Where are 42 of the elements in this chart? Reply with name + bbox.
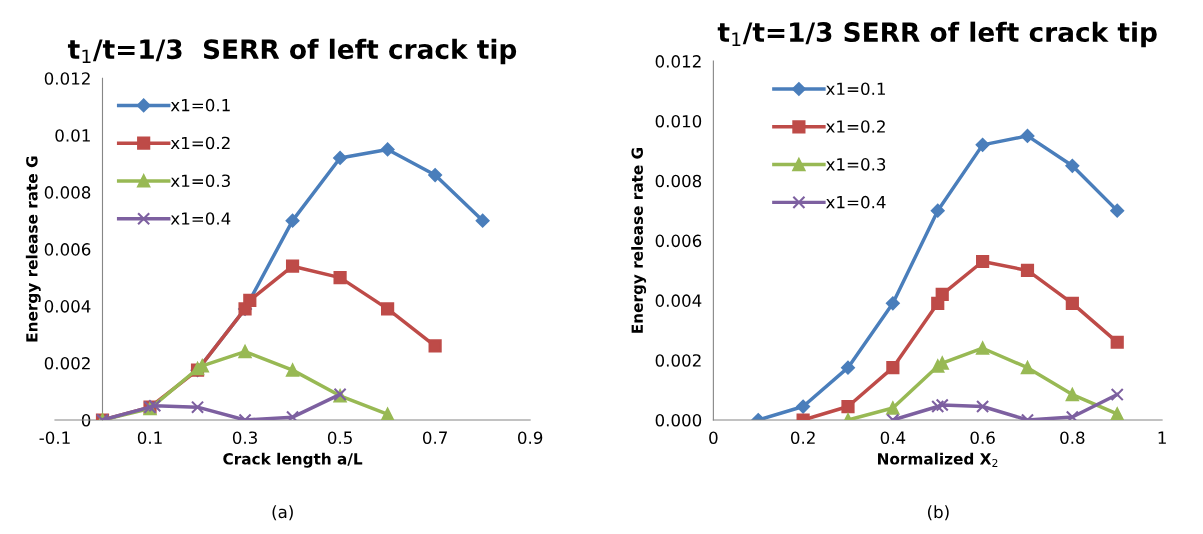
legend-label: x1=0.4 [170, 212, 231, 225]
y-tick-label: 0.006 [655, 234, 702, 248]
x-tick-label: 0.2 [790, 431, 815, 444]
legend-label: x1=0.2 [826, 120, 885, 133]
x-tick-label: 0.1 [137, 431, 162, 444]
y-tick-label: 0.012 [44, 72, 90, 85]
chart-title: t$_{1}$/t=1/3 SERR of left crack tip [717, 21, 1157, 48]
x-axis-title: Normalized X$_{2}$ [878, 452, 998, 467]
x-tick-label: 0.9 [518, 431, 543, 444]
x-tick-label: 0.7 [422, 431, 447, 444]
x-tick-label: 0.4 [880, 431, 906, 444]
y-tick-label: 0.004 [44, 300, 91, 313]
y-tick-label: 0.006 [44, 243, 91, 256]
x-axis-title: Crack length a/L [223, 452, 363, 468]
y-tick-label: 0.002 [44, 356, 90, 370]
y-tick-label: 0.004 [655, 294, 702, 307]
y-tick-label: 0.008 [655, 174, 702, 188]
legend-label: x1=0.3 [170, 174, 230, 188]
x-tick-label: 0.3 [232, 431, 257, 444]
legend-label: x1=0.2 [170, 136, 230, 150]
legend-label: x1=0.3 [826, 158, 886, 171]
x-tick-label: 0.6 [970, 431, 995, 444]
y-axis-title: Energy release rate G [631, 148, 647, 333]
y-tick-label: 0.008 [44, 186, 91, 199]
y-tick-label: 0.012 [655, 55, 701, 68]
y-tick-label: 0.000 [655, 413, 702, 427]
y-tick-label: 0.01 [55, 129, 90, 142]
chart-title: t$_{1}$/t=1/3 SERR of left crack tip [67, 38, 517, 65]
y-tick-label: 0.010 [655, 114, 702, 128]
legend-label: x1=0.1 [170, 98, 230, 112]
text: (a) [272, 505, 293, 521]
legend-label: x1=0.1 [826, 82, 885, 96]
x-tick-label: 1 [1158, 431, 1166, 444]
x-tick-label: 0.5 [327, 431, 352, 444]
y-axis-title: Energy release rate G [25, 156, 41, 342]
text: (b) [927, 505, 949, 521]
y-tick-label: 0.002 [655, 354, 701, 367]
x-tick-label: 0.8 [1060, 431, 1085, 444]
y-tick-label: 0 [81, 413, 91, 427]
x-tick-label: 0 [709, 431, 718, 444]
x-tick-label: -0.1 [39, 431, 70, 444]
legend-label: x1=0.4 [826, 195, 886, 209]
